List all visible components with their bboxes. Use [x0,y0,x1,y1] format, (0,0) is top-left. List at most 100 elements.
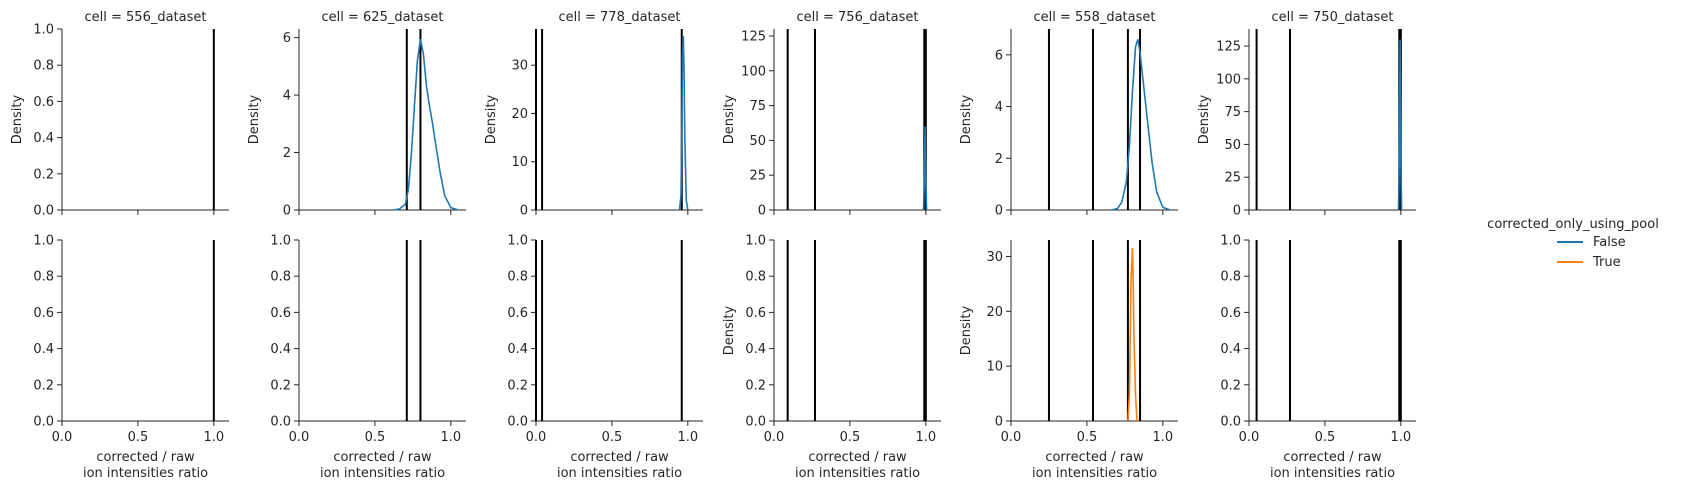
y-tick-label: 4 [995,100,1003,115]
y-tick-label: 6 [283,31,291,46]
x-axis-label: corrected / raw ion intensities ratio [557,450,682,481]
y-tick-label: 0.2 [745,378,766,393]
y-tick-label: 50 [749,134,766,149]
density-curve-false [1397,39,1403,211]
x-tick-label: 1.0 [1152,430,1173,445]
y-tick-label: 0.4 [270,342,291,357]
facet-title: cell = 625_dataset [322,10,444,25]
y-tick-label: 0.2 [270,378,291,393]
y-tick-label: 0.6 [507,306,528,321]
x-axis-label-line: ion intensities ratio [83,466,208,481]
x-axis-label-line: corrected / raw [808,450,907,465]
y-tick-label: 1.0 [270,234,291,249]
y-tick-label: 0.2 [33,378,54,393]
y-tick-label: 75 [1224,105,1241,120]
facet-title: cell = 750_dataset [1272,10,1394,25]
x-tick-label: 1.0 [915,430,936,445]
x-tick-label: 0.0 [526,430,547,445]
y-axis-label: Density [484,94,499,144]
x-axis-label-line: corrected / raw [96,450,195,465]
x-tick-label: 0.0 [52,430,73,445]
x-tick-label: 0.5 [1077,430,1098,445]
y-axis-label: Density [10,94,25,144]
facet-title: cell = 556_dataset [85,10,207,25]
y-tick-label: 75 [749,99,766,114]
y-axis-label: Density [722,305,737,355]
y-axis-label: Density [959,94,974,144]
y-tick-label: 0.8 [33,59,54,74]
x-axis-label-line: ion intensities ratio [1270,466,1395,481]
y-tick-label: 0.8 [270,270,291,285]
x-tick-label: 0.5 [1315,430,1336,445]
y-tick-label: 30 [986,250,1003,265]
y-tick-label: 0.0 [33,415,54,430]
x-axis-label-line: corrected / raw [1045,450,1144,465]
y-tick-label: 0.8 [33,270,54,285]
y-tick-label: 0.8 [507,270,528,285]
y-tick-label: 125 [741,29,766,44]
y-tick-label: 0.4 [33,131,54,146]
y-axis-label: Density [247,94,262,144]
x-tick-label: 1.0 [203,430,224,445]
density-curve-true [1127,248,1138,422]
x-tick-label: 1.0 [440,430,461,445]
y-tick-label: 0 [995,415,1003,430]
y-tick-label: 0.0 [507,415,528,430]
y-tick-label: 30 [511,59,528,74]
facet-title: cell = 756_dataset [797,10,919,25]
density-curve-false [922,126,928,211]
y-tick-label: 0 [1233,204,1241,219]
y-tick-label: 0 [995,204,1003,219]
y-tick-label: 0.0 [33,204,54,219]
y-tick-label: 1.0 [507,234,528,249]
y-tick-label: 0.6 [33,95,54,110]
density-curve-false [1111,39,1171,211]
y-tick-label: 1.0 [33,234,54,249]
y-tick-label: 0.2 [33,167,54,182]
y-tick-label: 0 [758,204,766,219]
y-tick-label: 100 [1216,72,1241,87]
x-tick-label: 0.5 [365,430,386,445]
x-axis-label: corrected / raw ion intensities ratio [320,450,445,481]
y-tick-label: 0.8 [1220,270,1241,285]
x-axis-label-line: ion intensities ratio [795,466,920,481]
y-tick-label: 125 [1216,40,1241,55]
y-tick-label: 4 [283,89,291,104]
y-tick-label: 0 [283,204,291,219]
y-tick-label: 0.4 [1220,342,1241,357]
y-axis-label: Density [1197,94,1212,144]
x-axis-label-line: corrected / raw [333,450,432,465]
density-curve-false [678,36,689,211]
facet-title: cell = 558_dataset [1034,10,1156,25]
y-tick-label: 20 [986,305,1003,320]
y-tick-label: 1.0 [1220,234,1241,249]
y-tick-label: 1.0 [745,234,766,249]
y-tick-label: 25 [1224,171,1241,186]
y-tick-label: 2 [995,152,1003,167]
facet-title: cell = 778_dataset [559,10,681,25]
x-axis-label: corrected / raw ion intensities ratio [1032,450,1157,481]
x-tick-label: 0.0 [1239,430,1260,445]
legend-label-false: False [1593,235,1626,250]
y-tick-label: 25 [749,169,766,184]
density-curve-false [392,38,459,211]
x-axis-label-line: corrected / raw [570,450,669,465]
x-axis-label: corrected / raw ion intensities ratio [795,450,920,481]
y-tick-label: 10 [511,155,528,170]
y-tick-label: 50 [1224,138,1241,153]
y-axis-label: Density [722,94,737,144]
x-tick-label: 0.0 [1001,430,1022,445]
legend-title: corrected_only_using_pool [1487,217,1659,232]
x-axis-label-line: ion intensities ratio [557,466,682,481]
y-tick-label: 0.0 [270,415,291,430]
y-tick-label: 2 [283,146,291,161]
x-axis-label-line: ion intensities ratio [1032,466,1157,481]
y-tick-label: 0.2 [1220,378,1241,393]
x-tick-label: 1.0 [1390,430,1411,445]
x-tick-label: 0.0 [289,430,310,445]
y-tick-label: 0.6 [33,306,54,321]
x-tick-label: 0.5 [840,430,861,445]
y-tick-label: 6 [995,48,1003,63]
y-tick-label: 0.6 [270,306,291,321]
